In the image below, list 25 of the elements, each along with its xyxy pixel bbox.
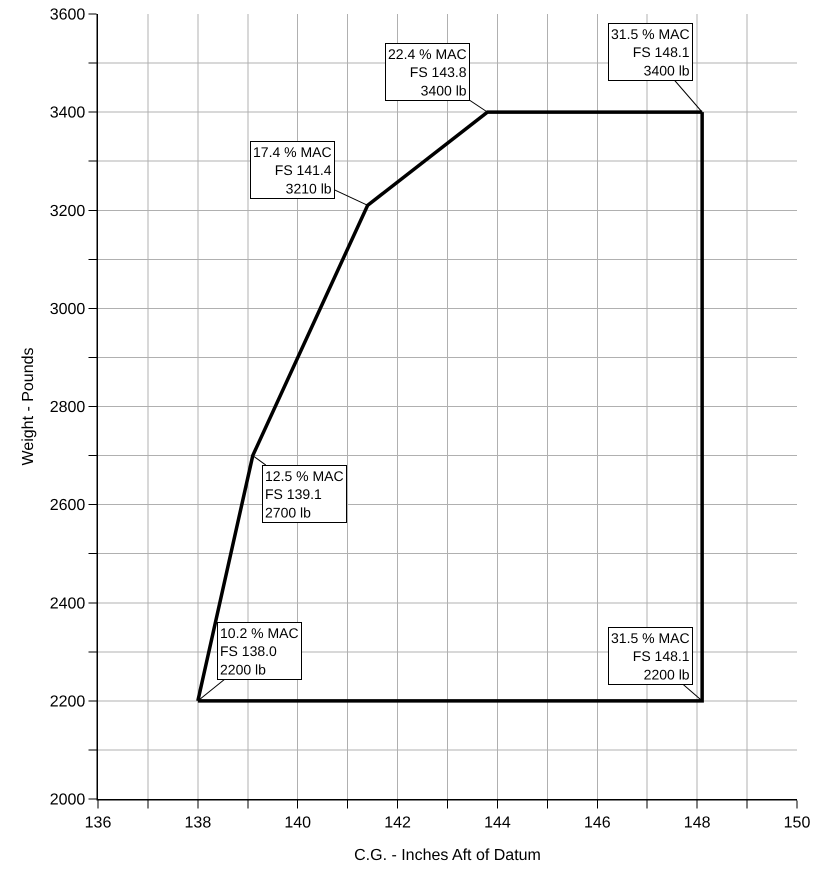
annotation: 22.4 % MAC FS 143.8 3400 lb [388, 46, 467, 98]
x-tick-label: 136 [84, 814, 112, 832]
x-tick-label: 146 [584, 814, 611, 832]
y-tick-label: 3000 [50, 300, 86, 318]
annotation: 31.5 % MAC FS 148.1 3400 lb [611, 26, 690, 78]
y-tick-label: 2200 [50, 693, 86, 710]
y-tick-label: 2600 [50, 497, 86, 514]
y-tick-label: 2800 [50, 399, 86, 416]
x-tick-label: 140 [284, 814, 312, 832]
annotation: 17.4 % MAC FS 141.4 3210 lb [253, 144, 332, 196]
y-tick-label: 2000 [50, 792, 86, 809]
annotation: 12.5 % MAC FS 139.1 2700 lb [265, 468, 344, 520]
x-tick-label: 138 [184, 814, 212, 832]
y-tick-label: 3200 [50, 202, 86, 220]
annotation: 31.5 % MAC FS 148.1 2200 lb [611, 630, 690, 682]
y-axis-title: Weight - Pounds [20, 348, 37, 466]
x-tick-label: 144 [484, 814, 511, 832]
y-tick-label: 3600 [50, 6, 86, 24]
x-axis-title: C.G. - Inches Aft of Datum [354, 847, 541, 864]
x-tick-label: 148 [684, 814, 711, 832]
y-tick-label: 3400 [50, 104, 86, 122]
annotation: 10.2 % MAC FS 138.0 2200 lb [220, 625, 299, 678]
x-tick-label: 142 [384, 814, 412, 832]
x-tick-label: 150 [784, 814, 810, 832]
y-tick-label: 2400 [50, 595, 86, 612]
